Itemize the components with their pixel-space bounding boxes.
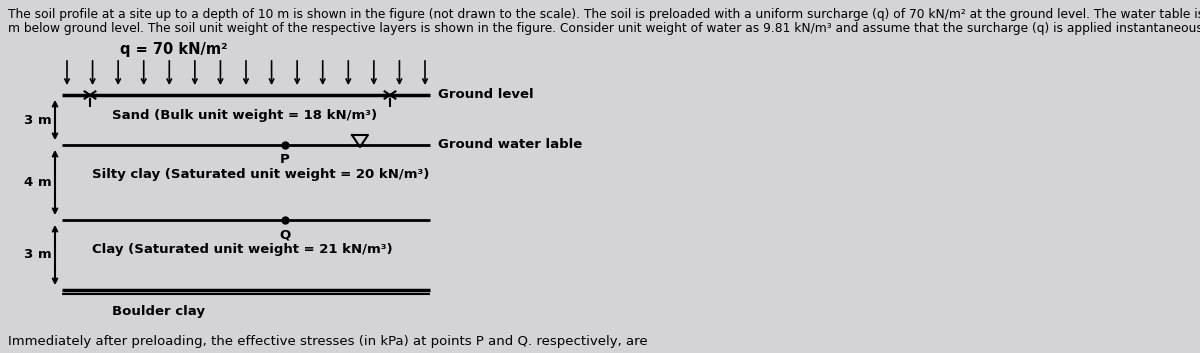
Text: m below ground level. The soil unit weight of the respective layers is shown in : m below ground level. The soil unit weig… (8, 22, 1200, 35)
Text: Ground water lable: Ground water lable (438, 138, 582, 151)
Text: q = 70 kN/m²: q = 70 kN/m² (120, 42, 228, 57)
Text: 3 m: 3 m (24, 114, 52, 126)
Text: Q: Q (280, 228, 290, 241)
Text: Ground level: Ground level (438, 89, 534, 102)
Text: Immediately after preloading, the effective stresses (in kPa) at points P and Q.: Immediately after preloading, the effect… (8, 335, 648, 348)
Text: The soil profile at a site up to a depth of 10 m is shown in the figure (not dra: The soil profile at a site up to a depth… (8, 8, 1200, 21)
Text: 4 m: 4 m (24, 176, 52, 189)
Text: 3 m: 3 m (24, 249, 52, 262)
Text: Boulder clay: Boulder clay (112, 305, 205, 318)
Text: P: P (280, 153, 290, 166)
Text: Silty clay (Saturated unit weight = 20 kN/m³): Silty clay (Saturated unit weight = 20 k… (92, 168, 430, 181)
Text: Sand (Bulk unit weight = 18 kN/m³): Sand (Bulk unit weight = 18 kN/m³) (112, 108, 377, 121)
Text: Clay (Saturated unit weight = 21 kN/m³): Clay (Saturated unit weight = 21 kN/m³) (92, 244, 392, 257)
